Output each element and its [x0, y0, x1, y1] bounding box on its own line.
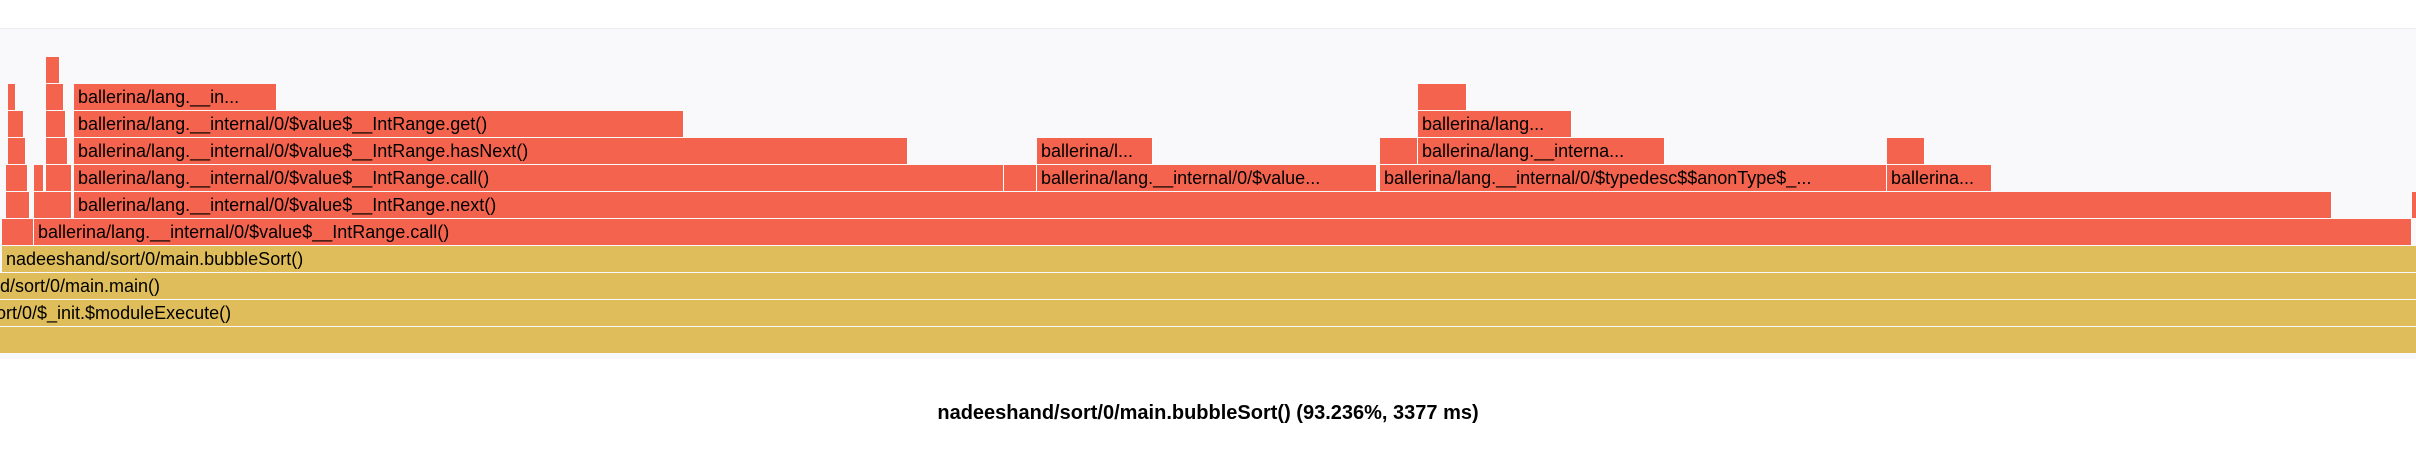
flame-frame[interactable]	[1004, 165, 1037, 191]
flame-frame[interactable]: nadeeshand/sort/0/main.bubbleSort()	[2, 246, 2416, 272]
flame-frame[interactable]	[8, 84, 16, 110]
flame-frame[interactable]	[6, 165, 28, 191]
flame-frame[interactable]	[34, 165, 44, 191]
flame-frame[interactable]	[46, 165, 72, 191]
flame-frame[interactable]	[46, 111, 66, 137]
flame-frame[interactable]	[6, 192, 30, 218]
flame-frame[interactable]	[46, 84, 64, 110]
flame-frame[interactable]	[2, 219, 34, 245]
flame-frame[interactable]	[46, 57, 60, 83]
flame-graph: ort/0/$_init.$moduleExecute() d/sort/0/ma…	[0, 28, 2416, 359]
flame-frame[interactable]: ballerina/lang.__internal/0/$value$__Int…	[74, 192, 2332, 218]
flame-frame[interactable]	[0, 327, 2416, 353]
flame-frame[interactable]: ballerina/lang.__internal/0/$value$__Int…	[34, 219, 2412, 245]
flame-frame[interactable]: ballerina/lang.__internal/0/$value$__Int…	[74, 138, 908, 164]
flame-frame[interactable]	[34, 192, 72, 218]
flame-frame[interactable]	[2412, 192, 2416, 218]
flame-frame[interactable]: ballerina/lang.__interna...	[1418, 138, 1665, 164]
flame-frame[interactable]	[1380, 138, 1418, 164]
flame-frame[interactable]: ballerina/lang.__internal/0/$value$__Int…	[74, 165, 1004, 191]
flame-frame[interactable]	[1418, 84, 1467, 110]
flame-frame[interactable]: ort/0/$_init.$moduleExecute()	[0, 300, 2416, 326]
flame-frame[interactable]: ballerina/lang...	[1418, 111, 1572, 137]
flame-frame[interactable]	[8, 138, 26, 164]
flame-frame[interactable]: ballerina/lang.__in...	[74, 84, 277, 110]
flame-frame[interactable]: ballerina...	[1887, 165, 1992, 191]
flame-frame[interactable]	[46, 138, 68, 164]
flame-frame[interactable]	[8, 111, 24, 137]
flame-frame[interactable]: ballerina/lang.__internal/0/$typedesc$$a…	[1380, 165, 1887, 191]
selected-frame-status: nadeeshand/sort/0/main.bubbleSort() (93.…	[937, 402, 1479, 424]
flame-frame[interactable]	[1887, 138, 1925, 164]
flame-frame[interactable]: ballerina/l...	[1037, 138, 1153, 164]
flame-frame[interactable]: d/sort/0/main.main()	[0, 273, 2416, 299]
flame-frame[interactable]: ballerina/lang.__internal/0/$value$__Int…	[74, 111, 684, 137]
flame-frame[interactable]: ballerina/lang.__internal/0/$value...	[1037, 165, 1377, 191]
